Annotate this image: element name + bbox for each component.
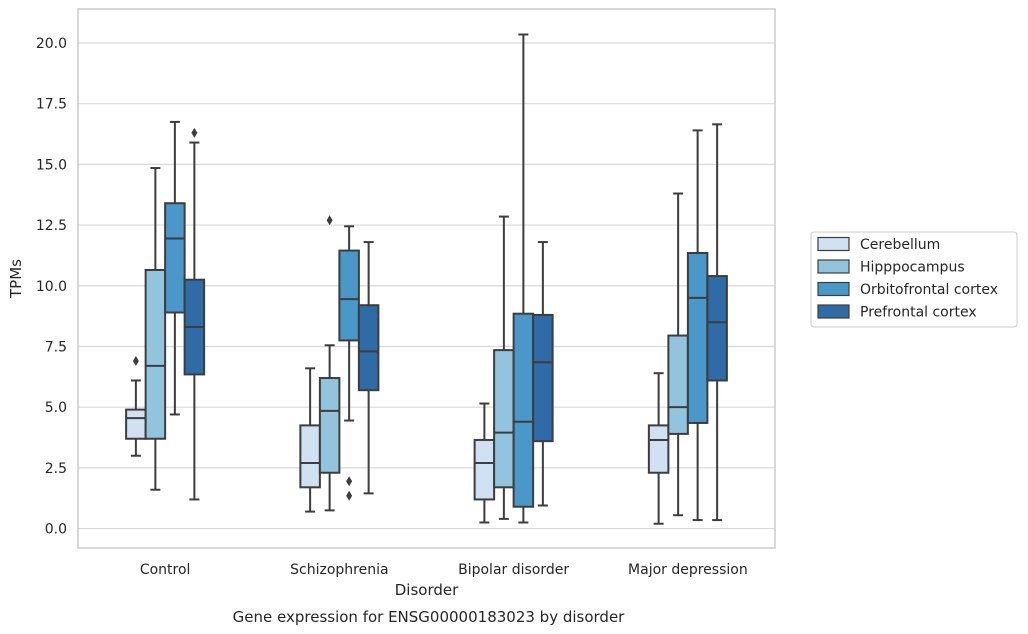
box-iqr [125, 408, 147, 440]
box-control-hipppocampus [144, 167, 167, 491]
legend-item-hipppocampus: Hipppocampus [817, 259, 965, 276]
box-major-depression-orbitofrontal-cortex [686, 129, 709, 522]
x-tick-bipolar-disorder: Bipolar disorder [458, 562, 569, 578]
legend-label: Hipppocampus [860, 260, 965, 276]
outlier-point-1 [346, 490, 353, 501]
box-bipolar-disorder-cerebellum [473, 402, 496, 524]
boxes [125, 33, 728, 525]
y-tick-2-5: 2.5 [45, 461, 67, 477]
box-bipolar-disorder-orbitofrontal-cortex [512, 33, 535, 524]
box-control-orbitofrontal-cortex [164, 120, 186, 416]
y-tick-10-0: 10.0 [36, 279, 67, 295]
box-iqr [667, 334, 689, 435]
y-tick-7-5: 7.5 [45, 339, 67, 355]
legend: Cerebellum Hipppocampus Orbitofrontal cort… [810, 231, 1018, 328]
box-iqr [686, 252, 709, 424]
x-tick-major-depression: Major depression [628, 562, 748, 578]
box-iqr [318, 377, 341, 474]
box-control-prefrontal-cortex [183, 127, 206, 501]
legend-swatch [817, 259, 850, 274]
box-major-depression-cerebellum [647, 372, 670, 525]
y-tick-12-5: 12.5 [36, 218, 67, 234]
box-schizophrenia-orbitofrontal-cortex [338, 225, 360, 501]
plot-frame [77, 8, 776, 549]
legend-item-orbitofrontal-cortex: Orbitofrontal cortex [817, 281, 998, 298]
legend-label: Orbitofrontal cortex [860, 282, 998, 298]
box-iqr [706, 275, 728, 382]
box-iqr [338, 249, 360, 342]
outlier-point-0 [326, 215, 333, 226]
y-tick-17-5: 17.5 [36, 97, 67, 113]
legend-frame [810, 231, 1018, 328]
box-iqr [357, 304, 380, 392]
outlier-point-0 [191, 127, 198, 138]
legend-swatch [817, 281, 850, 297]
x-tick-labels: Control Schizophrenia Bipolar disorder Majo… [140, 562, 748, 578]
box-iqr [164, 202, 186, 314]
box-control-cerebellum [125, 356, 147, 457]
box-iqr [532, 313, 554, 443]
box-iqr [299, 424, 321, 489]
legend-item-prefrontal-cortex: Prefrontal cortex [817, 304, 977, 321]
legend-label: Prefrontal cortex [860, 305, 977, 321]
legend-swatch [817, 304, 850, 319]
box-schizophrenia-hipppocampus [318, 215, 341, 512]
box-schizophrenia-cerebellum [299, 367, 321, 513]
legend-item-cerebellum: Cerebellum [817, 236, 940, 253]
y-tick-labels: 0.0 2.5 5.0 7.5 10.0 12.5 15.0 17.5 20.0 [36, 36, 67, 538]
y-tick-15-0: 15.0 [36, 157, 67, 173]
y-axis-label: TPMs [7, 259, 25, 299]
y-tick-5-0: 5.0 [45, 400, 67, 416]
outlier-point-0 [346, 476, 353, 487]
legend-swatch [817, 236, 850, 252]
box-major-depression-hipppocampus [667, 192, 689, 517]
box-iqr [473, 438, 496, 501]
box-schizophrenia-prefrontal-cortex [357, 241, 380, 495]
x-tick-schizophrenia: Schizophrenia [290, 562, 388, 578]
outlier-point-0 [132, 356, 139, 367]
box-major-depression-prefrontal-cortex [706, 123, 728, 522]
box-bipolar-disorder-hipppocampus [493, 215, 515, 520]
legend-items: Cerebellum Hipppocampus Orbitofrontal cort… [817, 236, 998, 321]
chart-caption: Gene expression for ENSG00000183023 by d… [233, 608, 626, 626]
box-iqr [512, 312, 535, 508]
x-tick-control: Control [140, 562, 191, 578]
legend-label: Cerebellum [860, 237, 940, 253]
box-iqr [493, 349, 515, 489]
box-bipolar-disorder-prefrontal-cortex [532, 241, 554, 507]
y-tick-0-0: 0.0 [45, 522, 67, 538]
box-iqr [144, 269, 167, 440]
box-iqr [647, 424, 670, 474]
x-axis-label: Disorder [395, 581, 459, 599]
y-tick-20-0: 20.0 [36, 36, 67, 52]
